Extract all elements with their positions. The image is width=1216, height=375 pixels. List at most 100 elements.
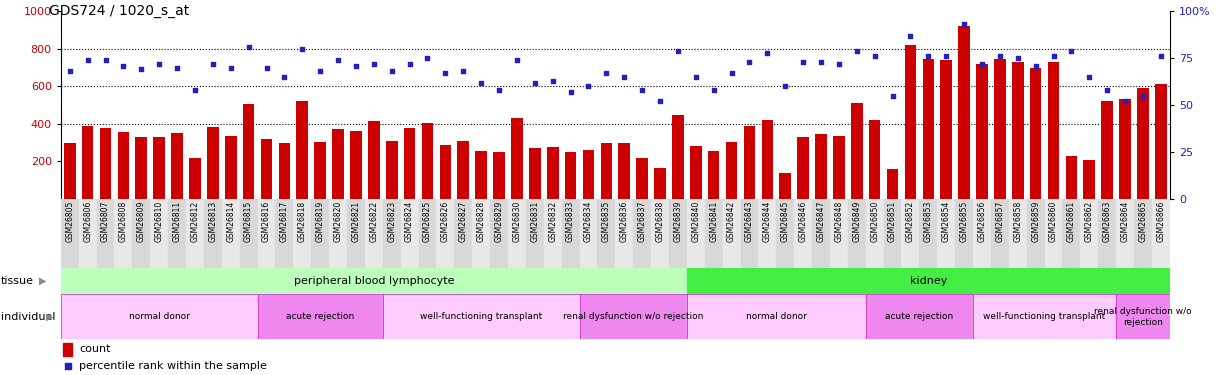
Bar — [350, 131, 361, 199]
Bar — [973, 294, 1116, 339]
Bar — [276, 199, 293, 268]
Text: GSM26819: GSM26819 — [316, 201, 325, 242]
Text: count: count — [79, 344, 111, 354]
Bar — [851, 103, 862, 199]
Text: GSM26811: GSM26811 — [173, 201, 181, 242]
Text: GSM26827: GSM26827 — [458, 201, 468, 242]
Point — [131, 66, 151, 72]
Text: well-functioning transplant: well-functioning transplant — [420, 312, 542, 321]
Text: GSM26816: GSM26816 — [261, 201, 271, 242]
Bar — [1080, 199, 1098, 268]
Text: GSM26845: GSM26845 — [781, 201, 789, 242]
Bar — [61, 199, 79, 268]
Bar — [580, 294, 687, 339]
Bar — [258, 294, 383, 339]
Bar — [64, 142, 75, 199]
Text: GSM26826: GSM26826 — [441, 201, 450, 242]
Text: well-functioning transplant: well-functioning transplant — [984, 312, 1105, 321]
Bar — [901, 199, 919, 268]
Point — [150, 61, 169, 67]
Bar — [687, 294, 866, 339]
Text: GSM26831: GSM26831 — [530, 201, 540, 242]
Bar — [973, 199, 991, 268]
Bar — [687, 294, 866, 339]
Text: GSM26805: GSM26805 — [66, 201, 74, 242]
Bar — [794, 199, 812, 268]
Point — [1115, 98, 1135, 104]
Bar — [383, 294, 580, 339]
Point — [990, 53, 1009, 59]
Text: GSM26844: GSM26844 — [762, 201, 772, 242]
Point — [168, 64, 187, 70]
Bar — [1063, 199, 1080, 268]
Point — [472, 80, 491, 86]
Text: GSM26848: GSM26848 — [834, 201, 844, 242]
Text: GSM26812: GSM26812 — [191, 201, 199, 242]
Bar — [221, 199, 240, 268]
Text: ▶: ▶ — [39, 276, 46, 286]
Text: GSM26840: GSM26840 — [691, 201, 700, 242]
Bar — [293, 199, 311, 268]
Bar — [472, 199, 490, 268]
Text: GSM26834: GSM26834 — [584, 201, 593, 242]
Bar — [1098, 199, 1116, 268]
Point — [1133, 93, 1153, 99]
Bar — [1083, 160, 1096, 199]
Bar — [297, 101, 308, 199]
Text: GSM26846: GSM26846 — [799, 201, 807, 242]
Point — [614, 74, 634, 80]
Bar — [1026, 199, 1045, 268]
Text: GSM26862: GSM26862 — [1085, 201, 1094, 242]
Bar — [919, 199, 938, 268]
Text: renal dysfunction w/o
rejection: renal dysfunction w/o rejection — [1094, 307, 1192, 327]
Point — [435, 70, 455, 76]
Bar — [1119, 99, 1131, 199]
Bar — [258, 294, 383, 339]
Bar — [385, 141, 398, 199]
Bar — [905, 45, 916, 199]
Bar — [798, 137, 809, 199]
Text: GSM26817: GSM26817 — [280, 201, 289, 242]
Point — [1062, 48, 1081, 54]
Bar — [669, 199, 687, 268]
Bar — [976, 64, 987, 199]
Text: GSM26822: GSM26822 — [370, 201, 378, 242]
Bar — [63, 344, 72, 356]
Bar — [418, 199, 437, 268]
Text: GSM26842: GSM26842 — [727, 201, 736, 242]
Bar — [494, 152, 505, 199]
Bar — [79, 199, 96, 268]
Bar — [869, 120, 880, 199]
Point — [293, 46, 313, 52]
Bar — [544, 199, 562, 268]
Text: GSM26843: GSM26843 — [745, 201, 754, 242]
Text: GSM26849: GSM26849 — [852, 201, 861, 242]
Text: GSM26863: GSM26863 — [1103, 201, 1111, 242]
Point — [544, 78, 563, 84]
Bar — [260, 139, 272, 199]
Text: GSM26815: GSM26815 — [244, 201, 253, 242]
Bar — [582, 150, 595, 199]
Point — [901, 33, 921, 39]
Text: GSM26838: GSM26838 — [655, 201, 664, 242]
Bar — [190, 158, 201, 199]
Bar — [991, 199, 1009, 268]
Point — [651, 98, 670, 104]
Text: normal donor: normal donor — [129, 312, 190, 321]
Text: GSM26823: GSM26823 — [387, 201, 396, 242]
Bar — [1116, 294, 1170, 339]
Bar — [153, 137, 165, 199]
Point — [739, 59, 759, 65]
Bar — [330, 199, 347, 268]
Bar — [133, 199, 151, 268]
Bar — [848, 199, 866, 268]
Point — [58, 363, 78, 369]
Bar — [168, 199, 186, 268]
Point — [955, 21, 974, 27]
Text: GSM26858: GSM26858 — [1013, 201, 1023, 242]
Bar — [1045, 199, 1063, 268]
Point — [418, 55, 438, 61]
Text: GSM26854: GSM26854 — [941, 201, 951, 242]
Text: acute rejection: acute rejection — [885, 312, 953, 321]
Bar — [923, 59, 934, 199]
